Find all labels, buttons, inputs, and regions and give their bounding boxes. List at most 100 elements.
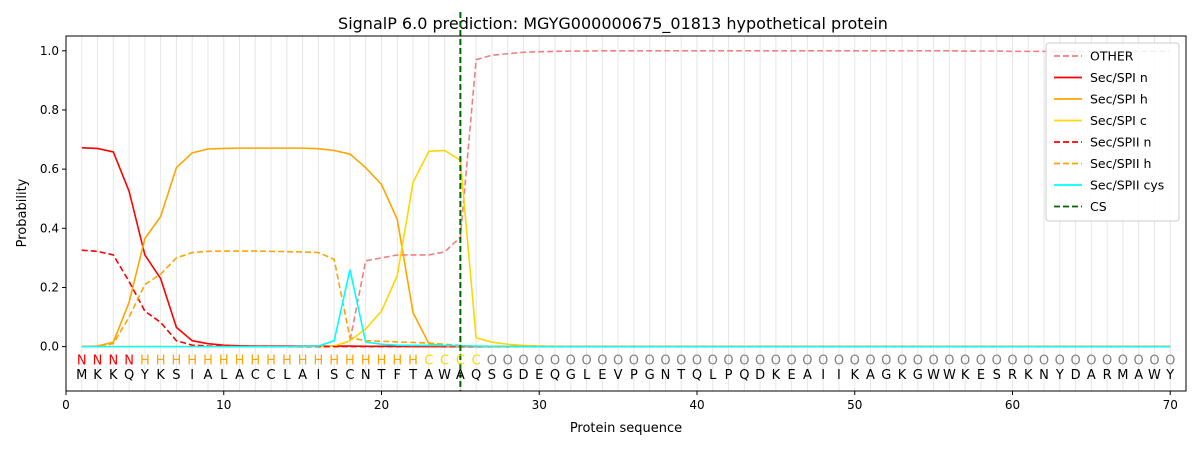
residue-label: S <box>993 368 1001 383</box>
residue-label: W <box>927 368 940 383</box>
region-label: H <box>203 353 213 368</box>
residue-label: L <box>583 368 591 383</box>
legend-label: Sec/SPII cys <box>1090 178 1164 193</box>
region-label: H <box>235 353 245 368</box>
x-axis: 0 10 20 30 40 50 60 70 <box>62 391 1178 412</box>
legend-label: Sec/SPI n <box>1090 70 1148 85</box>
region-label: O <box>629 353 639 368</box>
residue-label: I <box>190 368 194 383</box>
residue-label: Y <box>1165 368 1174 383</box>
region-label: O <box>1055 353 1065 368</box>
residue-label: I <box>821 368 825 383</box>
residue-label: W <box>1148 368 1161 383</box>
region-label: O <box>613 353 623 368</box>
residue-label: K <box>898 368 907 383</box>
region-label: O <box>597 353 607 368</box>
region-label: H <box>172 353 182 368</box>
residue-label: Q <box>692 368 702 383</box>
region-label: O <box>1070 353 1080 368</box>
legend: OTHER Sec/SPI n Sec/SPI h Sec/SPI c Sec/SPII… <box>1045 42 1180 222</box>
residue-label: D <box>1071 368 1081 383</box>
region-label: O <box>1149 353 1159 368</box>
y-tick-label: 0.2 <box>40 280 59 294</box>
residue-label: L <box>220 368 228 383</box>
region-label: O <box>992 353 1002 368</box>
residue-label: A <box>298 368 307 383</box>
chart-title: SignalP 6.0 prediction: MGYG000000675_01… <box>338 14 888 34</box>
residue-label: D <box>518 368 528 383</box>
residue-label: G <box>881 368 891 383</box>
y-tick-label: 0.4 <box>40 221 59 235</box>
region-label: O <box>1165 353 1175 368</box>
region-label: O <box>771 353 781 368</box>
region-label: H <box>361 353 371 368</box>
region-label: H <box>392 353 402 368</box>
y-tick-label: 0.0 <box>40 340 59 354</box>
region-label: H <box>408 353 418 368</box>
region-label: O <box>581 353 591 368</box>
region-label: O <box>787 353 797 368</box>
residue-label: A <box>456 368 465 383</box>
series-line-2 <box>81 147 1171 348</box>
sequence-labels: NMNKNKNQHYHKHSHIHAHLHAHCHCHLHAHIHSHCHNHT… <box>76 353 1175 383</box>
region-label: O <box>1102 353 1112 368</box>
residue-label: R <box>1103 368 1112 383</box>
region-label: O <box>913 353 923 368</box>
residue-label: E <box>598 368 606 383</box>
region-label: N <box>93 353 103 368</box>
region-label: C <box>456 353 465 368</box>
residue-label: M <box>1117 368 1128 383</box>
residue-label: L <box>709 368 717 383</box>
residue-label: T <box>408 368 417 383</box>
residue-label: K <box>850 368 859 383</box>
region-label: O <box>487 353 497 368</box>
residue-label: N <box>361 368 371 383</box>
residue-label: C <box>251 368 260 383</box>
region-label: H <box>377 353 387 368</box>
series-lines <box>81 49 1171 348</box>
region-label: O <box>960 353 970 368</box>
region-label: O <box>944 353 954 368</box>
legend-label: CS <box>1090 199 1107 214</box>
region-label: O <box>865 353 875 368</box>
residue-label: I <box>316 368 320 383</box>
region-label: O <box>660 353 670 368</box>
legend-label: OTHER <box>1090 49 1134 64</box>
residue-label: Q <box>739 368 749 383</box>
region-label: O <box>755 353 765 368</box>
residue-label: S <box>330 368 338 383</box>
series-line-3 <box>81 149 1171 348</box>
residue-label: T <box>676 368 685 383</box>
residue-label: G <box>503 368 513 383</box>
region-label: H <box>250 353 260 368</box>
region-label: H <box>140 353 150 368</box>
residue-label: S <box>172 368 180 383</box>
residue-label: A <box>424 368 433 383</box>
region-label: O <box>928 353 938 368</box>
y-tick-label: 0.8 <box>40 103 59 117</box>
residue-label: K <box>109 368 118 383</box>
region-label: O <box>1039 353 1049 368</box>
region-label: O <box>1023 353 1033 368</box>
region-label: H <box>345 353 355 368</box>
residue-label: E <box>788 368 796 383</box>
residue-label: D <box>755 368 765 383</box>
region-label: O <box>692 353 702 368</box>
region-label: O <box>1134 353 1144 368</box>
residue-label: C <box>345 368 354 383</box>
residue-label: V <box>614 368 623 383</box>
residue-label: R <box>1008 368 1017 383</box>
residue-label: G <box>566 368 576 383</box>
x-tick-label: 20 <box>374 398 389 412</box>
residue-label: W <box>438 368 451 383</box>
series-line-4 <box>81 249 1171 348</box>
residue-label: K <box>1024 368 1033 383</box>
y-tick-label: 0.6 <box>40 162 59 176</box>
residue-label: Y <box>1055 368 1064 383</box>
residue-label: F <box>394 368 401 383</box>
legend-label: Sec/SPII n <box>1090 135 1151 150</box>
series-line-1 <box>81 147 1171 348</box>
region-label: C <box>440 353 449 368</box>
region-label: N <box>124 353 134 368</box>
